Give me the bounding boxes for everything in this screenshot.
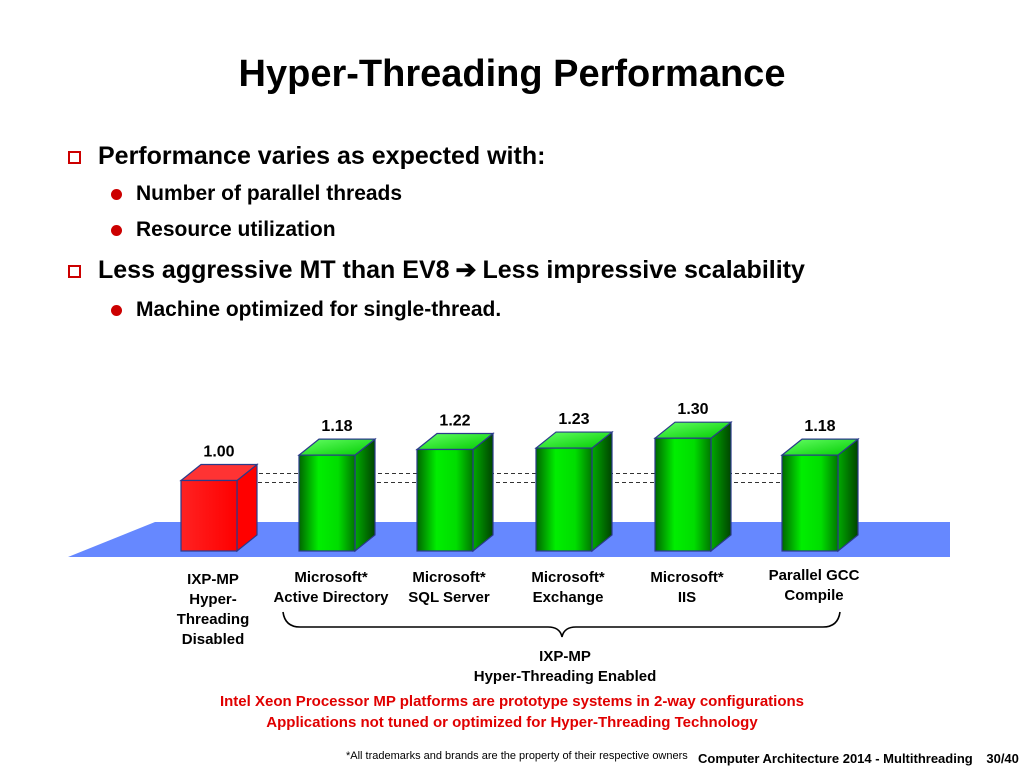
bar-side <box>354 437 376 553</box>
bullet-1-sub-2-text: Resource utilization <box>136 218 336 241</box>
bullet-1-sub-2: Resource utilization <box>111 216 336 244</box>
category-label-line: Disabled <box>181 631 245 648</box>
bar-1 <box>297 437 377 553</box>
bar-4 <box>653 420 733 553</box>
category-label: IXP-MP Hyper- Threading Disabled <box>153 570 273 650</box>
bullet-2: Less aggressive MT than EV8 ➔ Less impress… <box>68 254 805 286</box>
bar-front <box>180 479 238 552</box>
value-label: 1.00 <box>203 444 234 461</box>
category-label-line: Microsoft* <box>531 569 605 586</box>
category-label-line: Active Directory <box>273 589 389 606</box>
value-label: 1.22 <box>439 412 470 429</box>
page-number: 30/40 <box>986 751 1019 766</box>
note-1: Intel Xeon Processor MP platforms are pr… <box>219 693 805 710</box>
bullet-2-sub-1: Machine optimized for single-thread. <box>111 296 502 324</box>
square-bullet-icon <box>68 151 81 164</box>
bar-side <box>591 430 613 553</box>
bullet-2-text-b: Less impressive scalability <box>482 256 805 284</box>
bullet-1: Performance varies as expected with: <box>68 140 546 172</box>
category-label-line: IIS <box>677 589 697 606</box>
category-label-line: IXP-MP <box>187 571 239 588</box>
category-label: Microsoft* Exchange <box>508 568 628 608</box>
bar-front <box>654 437 712 552</box>
bullet-2-text-a: Less aggressive MT than EV8 <box>98 256 450 284</box>
bar-side <box>710 420 732 553</box>
bullet-1-text: Performance varies as expected with: <box>98 142 546 170</box>
bullet-1-sub-1-text: Number of parallel threads <box>136 182 403 205</box>
footer-course: Computer Architecture 2014 - Multithread… <box>698 751 973 766</box>
category-label-line: Microsoft* <box>294 569 368 586</box>
category-label-line: Microsoft* <box>650 569 724 586</box>
dot-bullet-icon <box>111 305 122 316</box>
category-label-line: Compile <box>784 587 844 604</box>
value-label: 1.18 <box>321 418 352 435</box>
bar-side <box>837 437 859 553</box>
bullet-2-sub-1-text: Machine optimized for single-thread. <box>136 298 502 321</box>
category-label: Parallel GCC Compile <box>754 566 874 606</box>
bar-front <box>298 454 356 552</box>
bar-2 <box>415 432 495 553</box>
bar-front <box>416 448 474 552</box>
dot-bullet-icon <box>111 189 122 200</box>
bullet-1-sub-1: Number of parallel threads <box>111 180 403 208</box>
category-label-line: Microsoft* <box>412 569 486 586</box>
note-2: Applications not tuned or optimized for … <box>266 714 758 731</box>
group-label-line-2: Hyper-Threading Enabled <box>473 668 657 685</box>
dot-bullet-icon <box>111 225 122 236</box>
value-label: 1.30 <box>677 401 708 418</box>
bar-side <box>472 432 494 553</box>
bar-front <box>781 454 839 552</box>
category-label-line: SQL Server <box>408 589 490 606</box>
category-label-line: Exchange <box>532 589 604 606</box>
right-arrow-icon: ➔ <box>455 256 477 284</box>
bar-0 <box>179 463 259 553</box>
category-label-line: Threading <box>176 611 250 628</box>
bar-front <box>535 447 593 552</box>
value-label: 1.23 <box>558 411 589 428</box>
footer: Computer Architecture 2014 - Multithread… <box>698 751 1019 766</box>
group-label: IXP-MP Hyper-Threading Enabled <box>445 647 685 687</box>
category-label: Microsoft* Active Directory <box>271 568 391 608</box>
value-label: 1.18 <box>804 418 835 435</box>
trademark-note: *All trademarks and brands are the prope… <box>346 750 688 762</box>
bar-5 <box>780 437 860 553</box>
group-brace <box>282 611 841 638</box>
square-bullet-icon <box>68 265 81 278</box>
bar-3 <box>534 430 614 553</box>
category-label-line: Parallel GCC <box>768 567 860 584</box>
category-label-line: Hyper- <box>189 591 237 608</box>
page-title: Hyper-Threading Performance <box>238 53 786 95</box>
category-label: Microsoft* IIS <box>627 568 747 608</box>
category-label: Microsoft* SQL Server <box>389 568 509 608</box>
group-label-line-1: IXP-MP <box>539 648 591 665</box>
